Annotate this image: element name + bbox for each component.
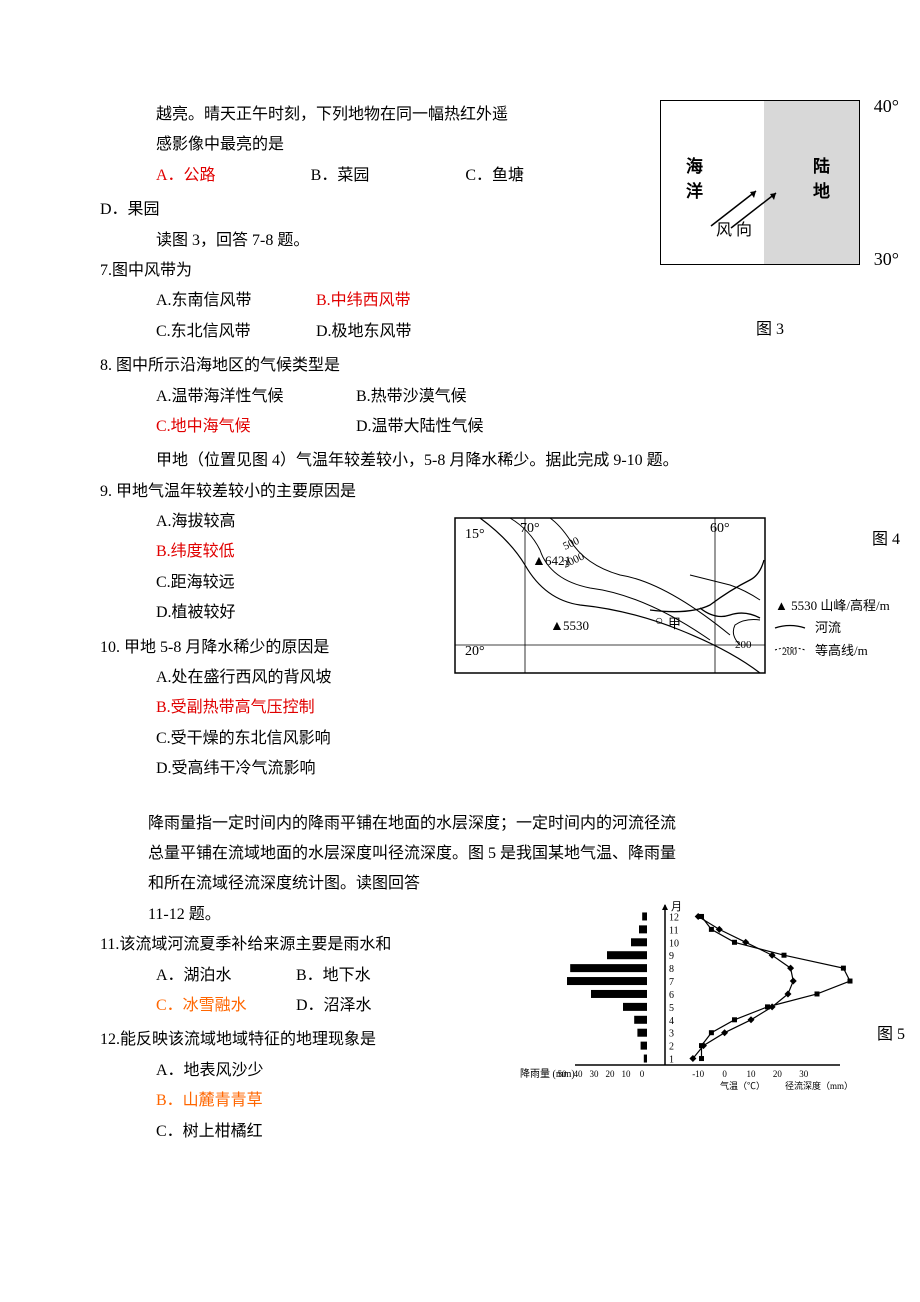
q6-optB: B．菜园 [311, 161, 466, 191]
svg-text:30: 30 [799, 1069, 809, 1079]
svg-text:降雨量 (mm): 降雨量 (mm) [520, 1067, 575, 1080]
intro4-line2: 总量平铺在流域地面的水层深度叫径流深度。图 5 是我国某地气温、降雨量 [148, 839, 720, 869]
fig3-land-label2: 地 [813, 176, 834, 208]
svg-text:10: 10 [669, 938, 679, 949]
q8-optC: C.地中海气候 [156, 412, 356, 442]
fig5-chart-icon: 月12345678910111250403020100-100102030降雨量… [490, 900, 890, 1090]
svg-text:40: 40 [574, 1069, 584, 1079]
q8-stem: 8. 图中所示沿海地区的气候类型是 [100, 351, 860, 381]
svg-text:500: 500 [561, 535, 581, 553]
svg-text:12: 12 [669, 912, 679, 923]
fig4-map-icon: 15° 70° 60° 20° 500 2000 200 ▲ 6421 ▲ 55… [450, 510, 890, 685]
svg-text:20: 20 [606, 1069, 616, 1079]
q7-optB: B.中纬西风带 [316, 286, 411, 316]
fig3-lat40: 40° [874, 89, 899, 123]
q10-optD: D.受高纬干冷气流影响 [100, 754, 860, 784]
svg-text:○: ○ [655, 614, 663, 629]
fig3-land-area [764, 101, 859, 264]
q11-optC: C．冰雪融水 [156, 991, 296, 1021]
svg-text:10: 10 [747, 1069, 757, 1079]
fig3-lat30: 30° [874, 242, 899, 276]
q11-optA: A．湖泊水 [156, 961, 296, 991]
q8-optA: A.温带海洋性气候 [156, 382, 356, 412]
svg-text:5530: 5530 [563, 618, 589, 633]
fig3-arrows-icon [706, 186, 796, 231]
q11-optD: D．沼泽水 [296, 991, 372, 1021]
svg-text:等高线/m: 等高线/m [815, 643, 868, 658]
svg-text:气温（℃）: 气温（℃） [720, 1080, 765, 1090]
svg-text:15°: 15° [465, 527, 485, 542]
svg-text:甲: 甲 [668, 616, 681, 631]
svg-text:1: 1 [669, 1055, 674, 1066]
svg-text:200: 200 [782, 647, 797, 658]
svg-text:10: 10 [622, 1069, 632, 1079]
figure-4: 图 4 15° 70° 60° 20° 500 2000 200 ▲ 6421 … [450, 510, 900, 696]
figure-3: 海 洋 陆 地 风向 40° 30° 图 3 [660, 100, 880, 345]
q8-optB: B.热带沙漠气候 [356, 382, 467, 412]
intro4-line1: 降雨量指一定时间内的降雨平铺在地面的水层深度；一定时间内的河流径流 [148, 809, 720, 839]
svg-text:200: 200 [735, 639, 752, 651]
svg-text:径流深度（mm）: 径流深度（mm） [785, 1080, 853, 1090]
q6-intro-line2: 感影像中最亮的是 [100, 130, 620, 160]
svg-text:20°: 20° [465, 644, 485, 659]
q10-optC: C.受干燥的东北信风影响 [100, 724, 860, 754]
svg-text:0: 0 [640, 1069, 645, 1079]
fig4-caption: 图 4 [872, 525, 900, 555]
svg-text:5: 5 [669, 1003, 674, 1014]
svg-text:河流: 河流 [815, 620, 841, 635]
intro-fig4: 甲地（位置见图 4）气温年较差较小，5-8 月降水稀少。据此完成 9-10 题。 [100, 446, 860, 476]
svg-text:4: 4 [669, 1016, 674, 1027]
svg-text:▲ 5530 山峰/高程/m: ▲ 5530 山峰/高程/m [775, 598, 890, 613]
intro4-line3: 和所在流域径流深度统计图。读图回答 [148, 869, 450, 899]
q9-stem: 9. 甲地气温年较差较小的主要原因是 [100, 477, 860, 507]
q6-optA: A．公路 [156, 161, 311, 191]
svg-text:70°: 70° [520, 521, 540, 536]
svg-text:8: 8 [669, 964, 674, 975]
q10-optB: B.受副热带高气压控制 [100, 693, 860, 723]
figure-5: 图 5 月12345678910111250403020100-10010203… [490, 900, 890, 1101]
fig3-sea-label2: 洋 [686, 176, 707, 208]
fig5-caption: 图 5 [877, 1020, 905, 1050]
q6-optC: C．鱼塘 [465, 161, 620, 191]
q11-optB: B．地下水 [296, 961, 371, 991]
svg-text:▲: ▲ [532, 554, 546, 569]
q12-optC: C．树上柑橘红 [100, 1117, 860, 1147]
fig3-box: 海 洋 陆 地 风向 40° 30° [660, 100, 860, 265]
svg-text:-10: -10 [692, 1069, 704, 1079]
q6-options-row1: A．公路 B．菜园 C．鱼塘 [100, 161, 620, 191]
svg-text:6: 6 [669, 990, 674, 1001]
intro4-line4: 11-12 题。 [148, 900, 450, 930]
svg-text:2: 2 [669, 1042, 674, 1053]
svg-text:▲: ▲ [550, 619, 564, 634]
svg-text:6421: 6421 [545, 553, 571, 568]
q7-optD: D.极地东风带 [316, 317, 412, 347]
svg-text:月: 月 [671, 901, 682, 913]
q7-optA: A.东南信风带 [156, 286, 316, 316]
svg-text:0: 0 [722, 1069, 727, 1079]
svg-text:11: 11 [669, 925, 679, 936]
svg-text:30: 30 [590, 1069, 600, 1079]
svg-text:20: 20 [773, 1069, 783, 1079]
q6-intro-line1: 越亮。晴天正午时刻，下列地物在同一幅热红外遥 [100, 100, 620, 130]
svg-text:9: 9 [669, 951, 674, 962]
q7-optC: C.东北信风带 [156, 317, 316, 347]
svg-text:60°: 60° [710, 521, 730, 536]
fig3-caption: 图 3 [660, 315, 880, 345]
svg-text:3: 3 [669, 1029, 674, 1040]
q8-optD: D.温带大陆性气候 [356, 412, 484, 442]
svg-text:7: 7 [669, 977, 674, 988]
